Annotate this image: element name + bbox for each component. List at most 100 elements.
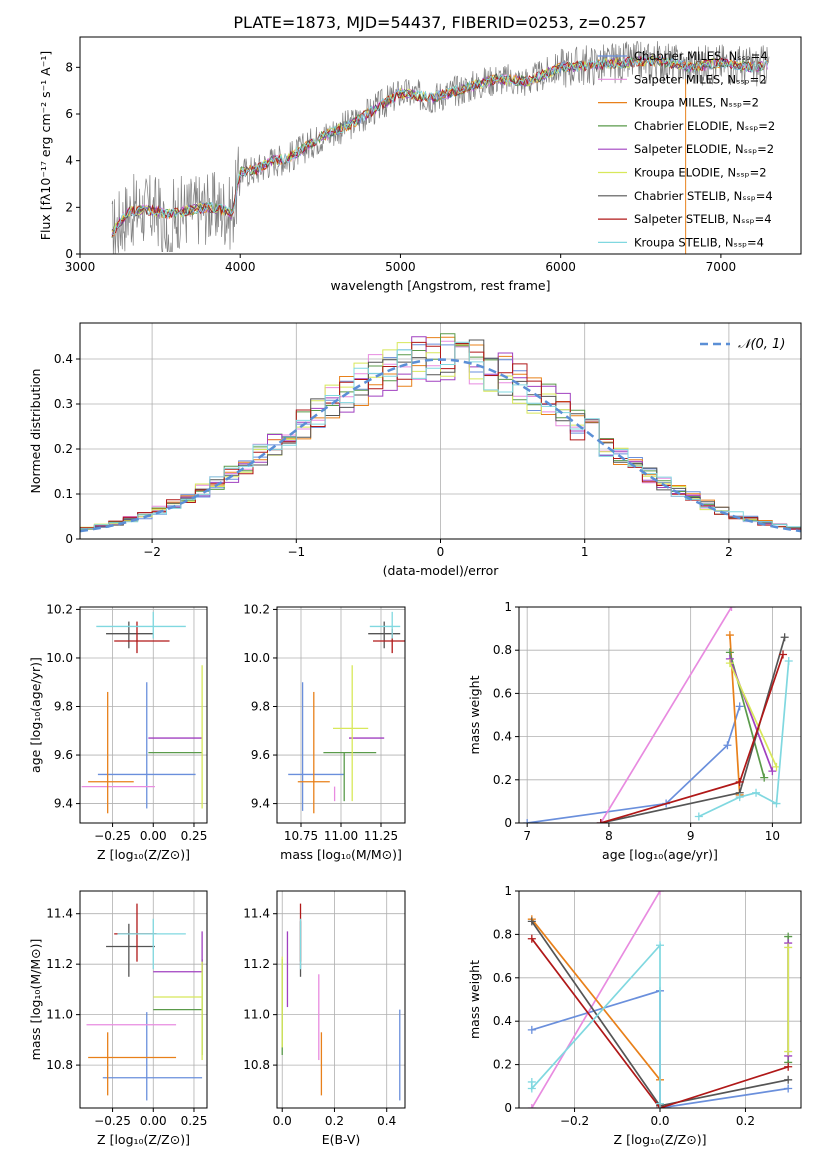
y-tick-label: 11.2 (243, 957, 270, 971)
x-axis-label: mass [log₁₀(M/M⊙)] (280, 847, 402, 862)
age-vs-mass-panel: 10.75 11.00 11.25 9.4 9.6 9.8 10.0 10.2 mass [lo… (243, 602, 406, 862)
legend-label-normal: 𝒩(0, 1) (738, 337, 785, 352)
y-tick-label: 11.4 (46, 907, 73, 921)
y-tick-label: 0 (504, 816, 512, 830)
plot-area (527, 891, 793, 1108)
y-tick-label: 0 (504, 1101, 512, 1115)
histogram-salpeter-elodie (80, 336, 801, 530)
legend-label-kroupa-miles: Kroupa MILES, Nₛₛₚ=2 (634, 96, 759, 110)
series-kroupa-stelib (694, 657, 793, 821)
plot-area (81, 611, 203, 814)
series-marker (694, 812, 703, 821)
point-kroupa-stelib (117, 918, 186, 970)
x-tick-label: 7000 (706, 260, 737, 274)
y-tick-label: 0.6 (493, 971, 512, 985)
x-axis-label: age [log₁₀(age/yr)] (602, 847, 718, 862)
y-tick-label: 0.1 (54, 487, 73, 501)
x-tick-label: 0.4 (377, 1114, 396, 1128)
axes-frame (518, 606, 802, 824)
legend-label-salpeter-elodie: Salpeter ELODIE, Nₛₛₚ=2 (634, 142, 774, 156)
model-spectrum-kroupa-stelib (111, 55, 769, 236)
series-salpeter-stelib (596, 650, 788, 823)
x-tick-label: 9 (687, 829, 695, 843)
series-marker (784, 1084, 793, 1093)
x-tick-label: −2 (143, 545, 161, 559)
weight-vs-age-panel: 7 8 9 10 0 0.2 0.4 0.6 0.8 1 age [log₁₀(age/yr)] ma… (467, 600, 802, 862)
y-tick-label: 0.2 (54, 442, 73, 456)
y-tick-label: 11.4 (243, 907, 270, 921)
series-marker (723, 741, 732, 750)
age-vs-metallicity-panel: −0.25 0.00 0.25 9.4 9.6 9.8 10.0 10.2 Z [log₁₀(Z… (28, 602, 208, 862)
legend: 𝒩(0, 1) (700, 337, 785, 352)
x-tick-label: 0.00 (140, 1114, 167, 1128)
y-axis-label: mass weight (467, 960, 482, 1039)
point-kroupa-miles (88, 1032, 177, 1096)
y-tick-label: 1 (504, 884, 512, 898)
y-tick-label: 6 (65, 107, 73, 121)
observed-spectrum-line (111, 41, 770, 254)
series-marker (656, 891, 664, 895)
histogram-chabrier-stelib (80, 339, 801, 529)
series-marker (527, 917, 536, 926)
gridlines (80, 891, 207, 1108)
series-kroupa-elodie (784, 943, 793, 1056)
series-marker (523, 819, 532, 823)
series-marker (760, 773, 769, 782)
x-tick-label: 10 (765, 829, 780, 843)
legend-label-kroupa-stelib: Kroupa STELIB, Nₛₛₚ=4 (634, 235, 764, 249)
x-tick-label: 1 (581, 545, 589, 559)
y-tick-label: 0.2 (493, 773, 512, 787)
y-axis-label: mass [log₁₀(M/M⊙)] (28, 939, 43, 1061)
series-salpeter-miles (596, 607, 736, 823)
y-tick-label: 10.8 (243, 1058, 270, 1072)
series-marker (735, 702, 744, 711)
plot-area (86, 903, 203, 1101)
y-tick-label: 11.2 (46, 957, 73, 971)
legend-label-kroupa-elodie: Kroupa ELODIE, Nₛₛₚ=2 (634, 166, 767, 180)
y-tick-label: 0.4 (54, 352, 73, 366)
y-tick-label: 0.4 (493, 730, 512, 744)
legend-label-chabrier-stelib: Chabrier STELIB, Nₛₛₚ=4 (634, 189, 773, 203)
series-marker (779, 650, 788, 659)
series-marker (527, 934, 536, 943)
x-tick-label: 11.00 (324, 829, 358, 843)
x-tick-label: 8 (605, 829, 613, 843)
x-tick-label: −1 (287, 545, 305, 559)
series-marker (527, 1025, 536, 1034)
series-marker (772, 799, 781, 808)
y-tick-label: 0 (65, 532, 73, 546)
x-tick-label: 0.0 (650, 1114, 669, 1128)
series-line (698, 660, 790, 818)
point-kroupa-elodie (153, 961, 203, 1061)
y-axis-label: Normed distribution (28, 369, 43, 494)
x-tick-label: 0.25 (181, 829, 208, 843)
normal-curve (80, 358, 801, 533)
x-axis-label: E(B-V) (322, 1132, 361, 1147)
legend-label-salpeter-miles: Salpeter MILES, Nₛₛₚ=2 (634, 72, 767, 86)
axes-frame (79, 890, 208, 1109)
x-tick-label: 11.25 (364, 829, 398, 843)
axes-frame (79, 606, 208, 824)
point-kroupa-miles (297, 691, 330, 814)
y-tick-label: 11.0 (46, 1008, 73, 1022)
y-axis-label: Flux [fλ10⁻¹⁷ erg cm⁻² s⁻¹ A⁻¹] (38, 51, 53, 240)
series-line (599, 607, 733, 823)
legend-label-salpeter-stelib: Salpeter STELIB, Nₛₛₚ=4 (634, 212, 772, 226)
series-marker (527, 1104, 536, 1108)
x-tick-label: −0.2 (560, 1114, 589, 1128)
y-axis-label: mass weight (467, 675, 482, 754)
legend-label-chabrier-elodie: Chabrier ELODIE, Nₛₛₚ=2 (634, 119, 775, 133)
axes-frame (79, 36, 802, 255)
point-chabrier-miles (102, 1012, 203, 1101)
x-axis-label: Z [log₁₀(Z/Z⊙)] (97, 1132, 190, 1147)
series-marker (784, 657, 793, 665)
point-chabrier-miles (288, 682, 345, 811)
x-tick-label: 0.2 (325, 1114, 344, 1128)
x-tick-label: 7 (523, 829, 531, 843)
series-marker (784, 1062, 793, 1071)
y-tick-label: 9.6 (54, 748, 73, 762)
x-tick-label: −0.25 (94, 829, 131, 843)
y-tick-label: 10.0 (243, 651, 270, 665)
series-marker (727, 607, 736, 611)
weight-vs-metallicity-panel: −0.2 0.0 0.2 0 0.2 0.4 0.6 0.8 1 Z [log₁₀(Z/Z⊙)] m… (467, 884, 802, 1147)
